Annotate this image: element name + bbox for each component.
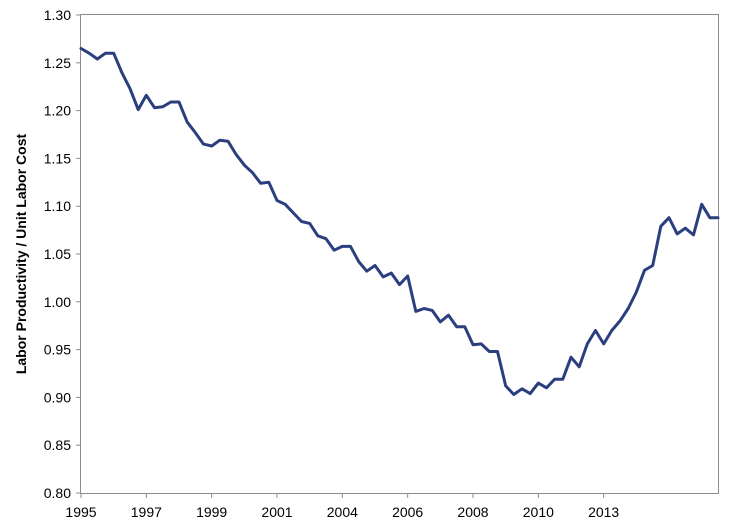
y-tick-label: 1.30 bbox=[44, 7, 71, 23]
y-tick-label: 1.20 bbox=[44, 103, 71, 119]
x-tick-label: 2001 bbox=[261, 504, 292, 520]
x-tick-label: 2008 bbox=[457, 504, 488, 520]
y-tick-label: 1.05 bbox=[44, 246, 71, 262]
y-tick-label: 1.15 bbox=[44, 150, 71, 166]
series-line bbox=[79, 47, 720, 396]
y-tick-label: 1.00 bbox=[44, 294, 71, 310]
y-tick-label: 0.90 bbox=[44, 389, 71, 405]
x-tick-label: 2004 bbox=[327, 504, 358, 520]
x-tick-label: 1995 bbox=[65, 504, 96, 520]
y-tick-label: 1.10 bbox=[44, 198, 71, 214]
y-tick-label: 0.80 bbox=[44, 485, 71, 501]
y-tick-label: 0.95 bbox=[44, 342, 71, 358]
x-tick-label: 2013 bbox=[588, 504, 619, 520]
x-tick-label: 2006 bbox=[392, 504, 423, 520]
y-tick-label: 1.25 bbox=[44, 55, 71, 71]
y-axis: 0.80 0.85 0.90 0.95 1.00 1.05 1.10 1.15 1.20 1.25… bbox=[44, 7, 81, 501]
x-tick-label: 2010 bbox=[523, 504, 554, 520]
x-tick-label: 1999 bbox=[196, 504, 227, 520]
y-axis-title: Labor Productivity / Unit Labor Cost bbox=[13, 133, 29, 374]
x-tick-label: 1997 bbox=[131, 504, 162, 520]
x-axis: 1995 1997 1999 2001 2004 2006 2008 2010 2013 bbox=[65, 493, 619, 520]
plot-frame bbox=[80, 14, 719, 494]
y-tick-label: 0.85 bbox=[44, 437, 71, 453]
